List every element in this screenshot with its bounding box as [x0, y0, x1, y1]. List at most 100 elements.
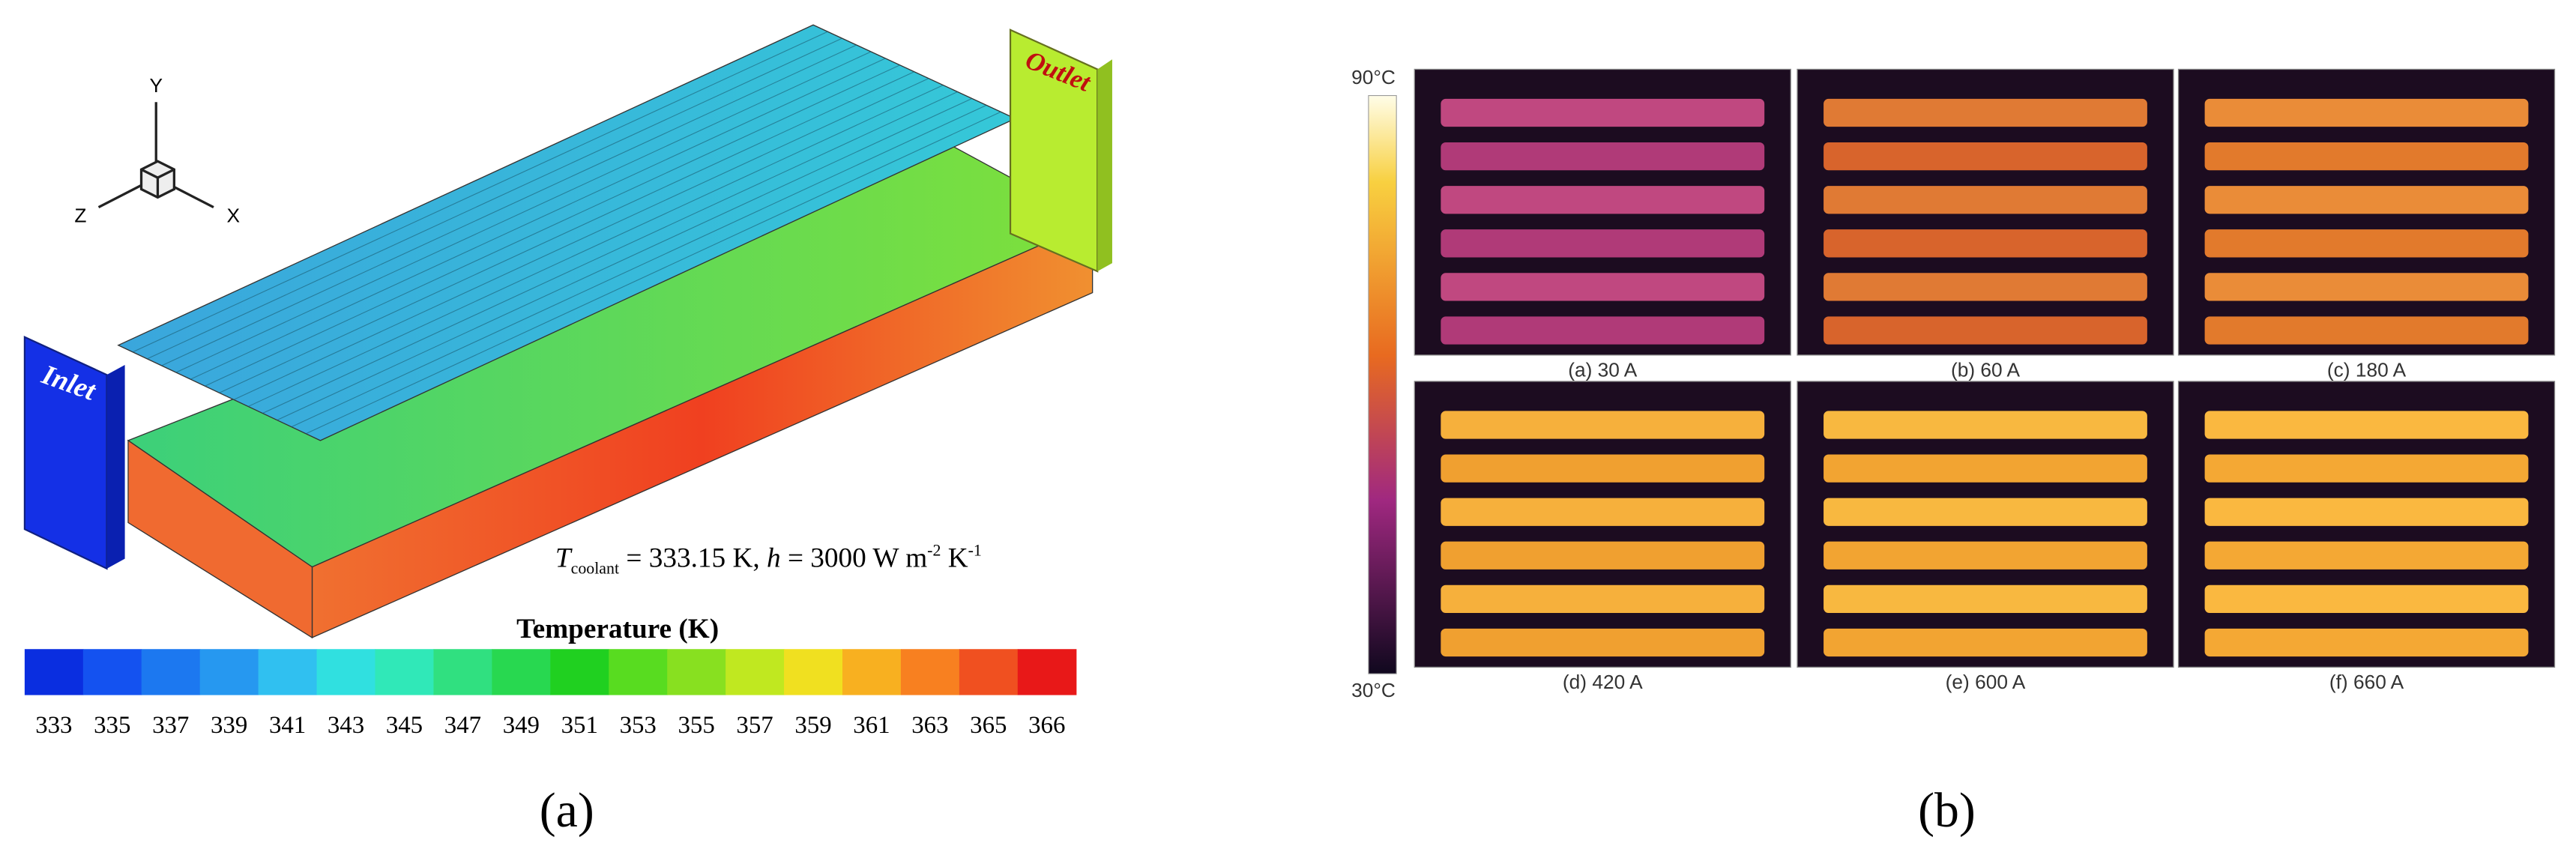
axis-triad [97, 102, 214, 209]
cell-bar [2204, 541, 2529, 570]
frame [2177, 68, 2556, 356]
colorbar-segment [959, 649, 1019, 695]
cell-bar [1824, 411, 2147, 439]
channel-line [205, 64, 900, 387]
condition: Tcoolant = 333.15 K, h = 3000 W m-2 K-1 [555, 540, 982, 577]
cell-bar [1441, 273, 1765, 301]
text: K [941, 543, 968, 574]
cell-bar [1441, 498, 1765, 526]
cell-bar [2204, 498, 2529, 526]
cell-bar [2204, 98, 2529, 127]
caption: (a) [540, 783, 594, 838]
cell-bar [1441, 584, 1765, 613]
cell-bar [2204, 316, 2529, 345]
cell-bar [2204, 584, 2529, 613]
colorbar-max: 90°C [1351, 66, 1396, 88]
colorbar-label: 363 [911, 712, 948, 739]
cell-bar [1824, 142, 2147, 171]
image-caption: (a) 30 A [1568, 358, 1638, 381]
colorbar-segment [550, 649, 609, 695]
cell-bar [1824, 316, 2147, 345]
channel-line [132, 31, 828, 353]
cell-bar [1441, 142, 1765, 171]
colorbar-label: 365 [970, 712, 1007, 739]
colorbar-label: 345 [386, 712, 423, 739]
image-caption: (e) 600 A [1946, 671, 2026, 693]
cell-bar [1824, 186, 2147, 214]
axis-label: Y [149, 74, 163, 97]
colorbar-segment [900, 649, 960, 695]
cell-bar [1441, 454, 1765, 483]
cell-bar [2204, 454, 2529, 483]
channel-line [305, 111, 1001, 435]
frame [1414, 68, 1791, 356]
channel-line [247, 85, 944, 407]
caption: (b) [1918, 783, 1976, 838]
cell-bar [1824, 541, 2147, 570]
cell-bar [2204, 229, 2529, 258]
cell-bar [2204, 142, 2529, 171]
frame [2177, 381, 2556, 668]
cell-bar [1441, 541, 1765, 570]
cell-bar [1441, 411, 1765, 439]
channel-line [161, 44, 857, 366]
colorbar: 333 335 337 339 341 343 345 347 349 351 353 355 357 3… [24, 649, 1077, 739]
cell-bar [1824, 273, 2147, 301]
colorbar-segment [141, 649, 201, 695]
colorbar-min: 30°C [1351, 679, 1396, 701]
cell-bar [1441, 628, 1765, 657]
channel-line [147, 37, 842, 360]
frame [1414, 381, 1791, 668]
channel-line [233, 78, 929, 400]
cell-bar [2204, 411, 2529, 439]
cell-bar [1441, 229, 1765, 258]
subscript: coolant [571, 558, 619, 577]
colorbar-label: 335 [94, 712, 130, 739]
colorbar-segment [316, 649, 376, 695]
image-caption: (c) 180 A [2327, 358, 2407, 381]
channel-line [277, 97, 973, 421]
channel-line [175, 51, 872, 373]
cell-bar [1824, 98, 2147, 127]
cell-bar [1441, 186, 1765, 214]
colorbar-label: 347 [444, 712, 481, 739]
colorbar-title: Temperature (K) [516, 614, 719, 644]
cell-bar [2204, 186, 2529, 214]
colorbar-label: 359 [794, 712, 831, 739]
superscript: -2 [927, 540, 941, 559]
cell-bar [1824, 454, 2147, 483]
frame [1797, 381, 2174, 668]
colorbar-segment [199, 649, 259, 695]
colorbar-segment [842, 649, 902, 695]
text: = 333.15 K, [619, 543, 767, 574]
colorbar-segment [433, 649, 493, 695]
colorbar-segment [726, 649, 785, 695]
channel-line [219, 71, 915, 393]
cell-bar [1441, 98, 1765, 127]
cell-bar [1824, 584, 2147, 613]
colorbar-segment [82, 649, 142, 695]
colorbar-segment [375, 649, 435, 695]
image-caption: (f) 660 A [2329, 671, 2404, 693]
cell-bar [2204, 628, 2529, 657]
colorbar-label: 337 [152, 712, 189, 739]
colorbar-segment [24, 649, 84, 695]
channel-line [190, 58, 886, 380]
symbol: T [555, 543, 573, 574]
colorbar-label: 343 [328, 712, 364, 739]
colorbar-label: 355 [678, 712, 715, 739]
colorbar [1368, 94, 1397, 674]
colorbar-segment [667, 649, 726, 695]
thermal-images: (a) 30 A (b) 60 A (c) 180 A (d) 420 A (e) 60… [1414, 68, 2556, 693]
colorbar-segment [1017, 649, 1077, 695]
colorbar-label: 357 [736, 712, 773, 739]
cell-bar [2204, 273, 2529, 301]
colorbar-segment [258, 649, 318, 695]
image-caption: (d) 420 A [1563, 671, 1643, 693]
colorbar-label: 333 [35, 712, 72, 739]
cell-bar [1824, 498, 2147, 526]
frame [1797, 68, 2174, 356]
colorbar-label: 349 [503, 712, 540, 739]
symbol: h [767, 543, 781, 574]
